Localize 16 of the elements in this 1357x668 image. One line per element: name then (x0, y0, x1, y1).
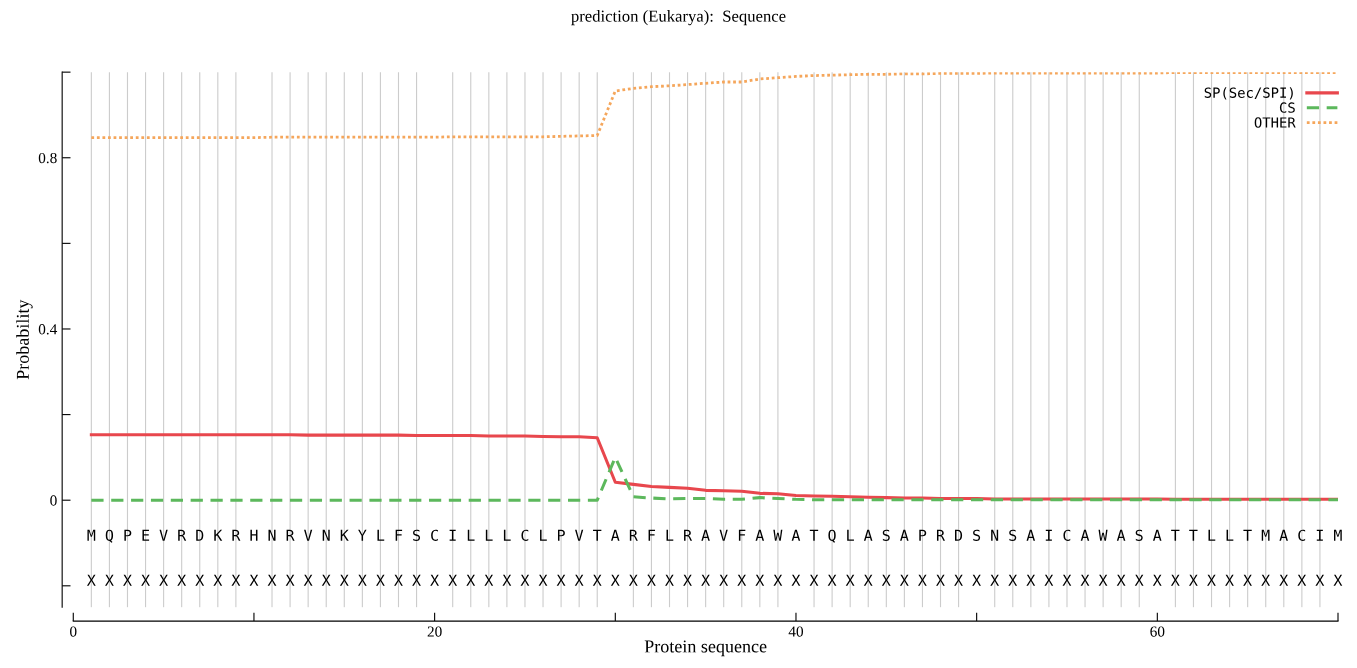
x-tick-label: 20 (427, 626, 442, 637)
x-tick-label: 60 (1150, 626, 1165, 637)
y-tick-label: 0.8 (38, 152, 57, 164)
legend-label: CS (1279, 102, 1295, 113)
chart-title: prediction (Eukarya): Sequence (571, 10, 786, 26)
line-series (89, 72, 1338, 140)
y-tick-label: 0 (50, 495, 57, 506)
y-tick-label: 0.4 (38, 324, 58, 335)
x-tick-label: 0 (70, 626, 77, 637)
annotation: M Q P E V R D K R H N R V N K Y L F S C I L L L C L P V T A R F L R A V F A W A T Q L A S A P R D S N S A I C A W A S A T T L L T M A C I M (87, 529, 1342, 543)
legend-label: OTHER (1254, 117, 1296, 128)
x-tick-label: 40 (788, 626, 804, 637)
annotation: X X X X X X X X X X X X X X X X X X X X X X X X X X X X X X X X X X X X X X X X X X X X X X X X X X X X X X X X X X X X X X X X X X X X X X (86, 574, 1343, 586)
x-axis-title: Protein sequence (644, 640, 767, 657)
legend-label: SP(Sec/SPI) (1204, 87, 1293, 100)
y-axis-title: Probability (16, 299, 33, 380)
